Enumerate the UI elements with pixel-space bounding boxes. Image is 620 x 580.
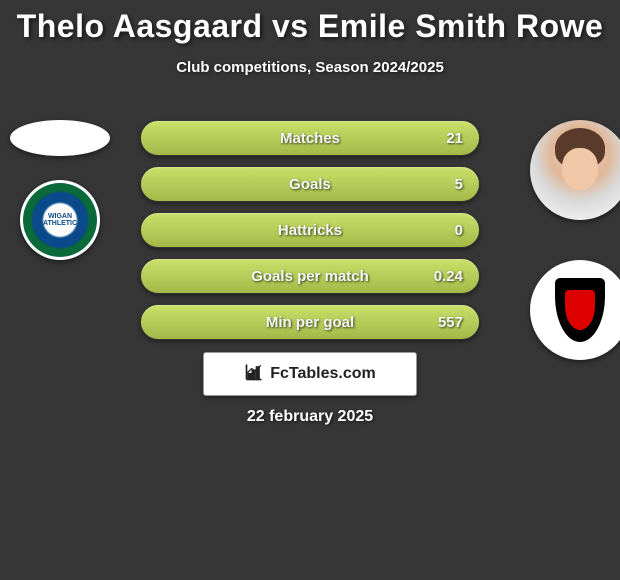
- player-right-photo: [530, 120, 620, 220]
- club-right-shield: [552, 275, 608, 345]
- club-left-text: WIGANATHLETIC: [43, 213, 77, 227]
- stats-area: Matches 21 Goals 5 Hattricks 0 Goals per…: [140, 120, 480, 350]
- player-left-photo: [10, 120, 110, 156]
- stat-label: Matches: [280, 130, 340, 147]
- date-text: 22 february 2025: [0, 408, 620, 426]
- stat-label: Min per goal: [266, 314, 354, 331]
- stat-row-goals-per-match: Goals per match 0.24: [140, 258, 480, 294]
- club-right-badge: [530, 260, 620, 360]
- subtitle: Club competitions, Season 2024/2025: [0, 59, 620, 76]
- site-badge[interactable]: FcTables.com: [203, 352, 417, 396]
- club-left-badge: WIGANATHLETIC: [20, 180, 100, 260]
- stat-label: Hattricks: [278, 222, 342, 239]
- stat-row-goals: Goals 5: [140, 166, 480, 202]
- stat-label: Goals per match: [251, 268, 369, 285]
- stat-value: 557: [438, 314, 463, 331]
- site-badge-text: FcTables.com: [270, 365, 376, 383]
- chart-icon: [244, 362, 264, 387]
- stat-row-matches: Matches 21: [140, 120, 480, 156]
- stat-value: 5: [455, 176, 463, 193]
- stat-value: 0.24: [434, 268, 463, 285]
- stat-row-min-per-goal: Min per goal 557: [140, 304, 480, 340]
- page-title: Thelo Aasgaard vs Emile Smith Rowe: [0, 0, 620, 45]
- stat-label: Goals: [289, 176, 331, 193]
- stat-value: 21: [446, 130, 463, 147]
- stat-value: 0: [455, 222, 463, 239]
- stat-row-hattricks: Hattricks 0: [140, 212, 480, 248]
